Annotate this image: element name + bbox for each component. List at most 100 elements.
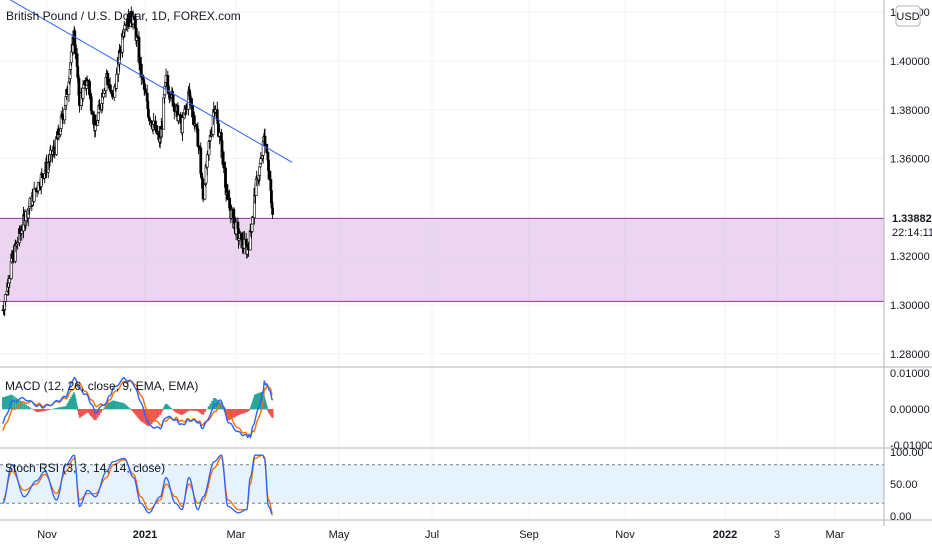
macd-hist-bar [15,397,18,410]
macd-hist-bar [81,409,84,416]
macd-hist-bar [221,406,224,410]
macd-hist-bar [178,409,181,415]
macd-hist-bar [101,409,104,411]
macd-hist-bar [157,409,160,417]
resistance-trendline[interactable] [0,0,293,163]
macd-hist-bar [8,395,11,410]
macd-hist-bar [167,405,170,410]
macd-hist-bar [65,405,68,410]
macd-pane[interactable]: MACD (12, 26, close, 9, EMA, EMA) [2,376,274,439]
macd-hist-bar [163,405,166,410]
macd-hist-bar [196,409,199,412]
macd-hist-bar [176,409,179,414]
time-tick-label: Mar [227,529,246,541]
macd-hist-bar [256,393,259,410]
candle [3,293,7,306]
macd-hist-bar [171,409,174,410]
macd-hist-bar [106,403,109,410]
price-axis[interactable]: 1.420001.400001.380001.360001.320001.300… [890,7,932,523]
macd-hist-bar [184,409,187,413]
candle [8,275,11,288]
candle [115,67,118,90]
stoch-tick-label: 0.00 [890,511,911,523]
macd-hist-bar [165,403,168,410]
macd-hist-bar [180,409,183,415]
macd-hist-bar [271,409,274,418]
macd-hist-bar [192,409,195,411]
macd-hist-bar [127,407,130,410]
candle [259,152,263,165]
macd-hist-bar [59,407,62,410]
macd-tick-label: -0.01000 [890,440,932,452]
macd-hist-bar [70,396,73,410]
candle [20,224,24,241]
macd-hist-bar [130,409,133,411]
candle [69,43,73,66]
macd-hist-bar [189,409,192,411]
stoch-rsi-title: Stoch RSI (3, 3, 14, 14, close) [5,461,165,475]
stoch-tick-label: 100.00 [890,447,924,459]
chart-title: British Pound / U.S. Dollar, 1D, FOREX.c… [6,9,241,23]
price-tick-label: 1.32000 [890,251,930,263]
macd-hist-bar [108,402,111,410]
macd-hist-bar [42,409,45,412]
macd-hist-bar [21,401,24,410]
macd-hist-bar [91,409,94,418]
macd-hist-bar [2,397,4,410]
macd-hist-bar [62,406,65,410]
macd-hist-bar [124,404,127,410]
macd-hist-bar [265,406,268,410]
macd-hist-bar [186,409,188,412]
macd-title: MACD (12, 26, close, 9, EMA, EMA) [5,379,198,393]
candle [148,116,151,126]
macd-hist-bar [136,409,139,417]
macd-hist-bar [187,409,189,412]
macd-hist-bar [160,409,162,414]
macd-hist-bar [207,406,210,410]
candle [32,181,36,203]
time-axis[interactable]: Nov 2021 Mar May Jul Sep Nov 2022 3 Mar [37,529,845,541]
candle [267,167,271,181]
stoch-rsi-pane[interactable]: Stoch RSI (3, 3, 14, 14, close) [0,454,884,516]
candle [181,112,184,142]
macd-hist-bar [90,409,92,416]
time-tick-label: Sep [519,529,539,541]
macd-hist-bar [114,400,117,410]
candle [172,101,176,120]
candle [251,215,254,225]
macd-hist-bar [80,409,82,417]
candle [86,78,90,86]
macd-hist-bar [240,409,243,415]
macd-hist-bar [85,409,88,414]
currency-badge[interactable]: USD [895,5,921,27]
macd-hist-bar [154,409,156,421]
macd-hist-bar [161,409,164,410]
macd-hist-bar [29,407,31,410]
macd-hist-bar [131,409,134,412]
macd-hist-bar [152,409,155,423]
macd-hist-bar [257,393,260,410]
macd-hist-bar [58,407,60,410]
time-tick-label: 3 [774,529,780,541]
support-zone[interactable] [0,218,884,302]
macd-hist-bar [253,394,256,410]
macd-hist-bar [112,400,115,410]
macd-hist-bar [94,409,97,421]
macd-hist-bar [36,409,39,413]
macd-hist-bar [222,409,225,410]
main-pane[interactable]: British Pound / U.S. Dollar, 1D, FOREX.c… [0,0,884,317]
macd-hist-bar [54,407,57,410]
macd-hist-bar [66,403,69,410]
macd-hist-bar [3,396,6,410]
price-tick-label: 1.36000 [890,154,930,166]
time-tick-label: Nov [615,529,635,541]
macd-hist-bar [96,409,99,418]
macd-hist-bar [41,409,44,412]
macd-tick-label: 0.01000 [890,368,930,380]
candle [123,23,127,38]
time-tick-label: May [329,529,350,541]
macd-hist-bar [183,409,186,414]
macd-hist-bar [17,399,20,410]
macd-hist-bar [214,398,216,410]
